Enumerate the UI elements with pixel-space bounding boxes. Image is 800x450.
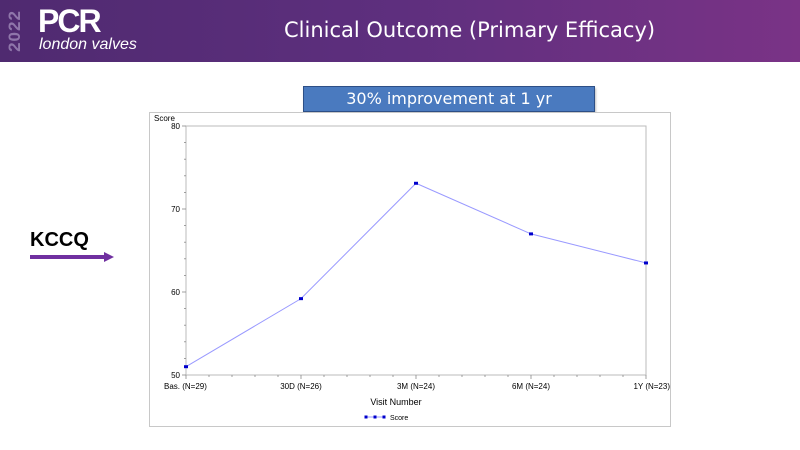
chart-legend: Score	[364, 415, 408, 422]
logo-brand: PCR	[38, 3, 102, 39]
x-tick-label: 1Y (N=23)	[633, 382, 670, 391]
legend-marker	[382, 415, 386, 419]
y-axis-label: Score	[154, 114, 175, 123]
slide-title: Clinical Outcome (Primary Efficacy)	[284, 18, 656, 42]
x-tick-label: 6M (N=24)	[512, 382, 550, 391]
series-line	[185, 182, 647, 368]
y-tick-label: 60	[171, 288, 180, 297]
data-point	[414, 181, 418, 185]
y-tick-label: 80	[171, 122, 180, 131]
y-axis: 50 60 70 80	[171, 122, 186, 380]
x-tick-label: Bas. (N=29)	[164, 382, 207, 391]
y-tick-label: 70	[171, 205, 180, 214]
series-score	[184, 181, 648, 369]
arrow-head	[104, 252, 114, 262]
plot-area	[185, 125, 647, 376]
y-tick-label: 50	[171, 371, 180, 380]
logo-year-text: 2022	[5, 10, 24, 52]
x-tick-label: 30D (N=26)	[280, 382, 322, 391]
logo-subtitle: london valves	[39, 36, 137, 53]
data-point	[644, 261, 648, 265]
legend-marker	[373, 415, 377, 419]
x-axis: Bas. (N=29) 30D (N=26) 3M (N=24) 6M (N=24) 1…	[164, 375, 670, 391]
logo-year: 2022	[4, 4, 26, 58]
chart-frame: Score 50 60 70 80 Bas. (N=29) 30D (N=26) 3M (…	[149, 112, 671, 427]
kccq-label: KCCQ	[30, 229, 89, 251]
x-axis-label: Visit Number	[370, 397, 421, 407]
slide-header: 2022 PCR london valves Clinical Outcome …	[0, 0, 800, 62]
arrow-shaft	[30, 255, 104, 259]
legend-marker	[364, 415, 368, 419]
legend-label: Score	[390, 415, 408, 422]
improvement-banner: 30% improvement at 1 yr	[303, 86, 595, 112]
right-arrow-icon	[30, 252, 114, 262]
data-point	[529, 232, 533, 236]
data-point	[184, 365, 188, 369]
data-point	[299, 297, 303, 301]
line-chart: Score 50 60 70 80 Bas. (N=29) 30D (N=26) 3M (…	[154, 114, 670, 422]
x-tick-label: 3M (N=24)	[397, 382, 435, 391]
